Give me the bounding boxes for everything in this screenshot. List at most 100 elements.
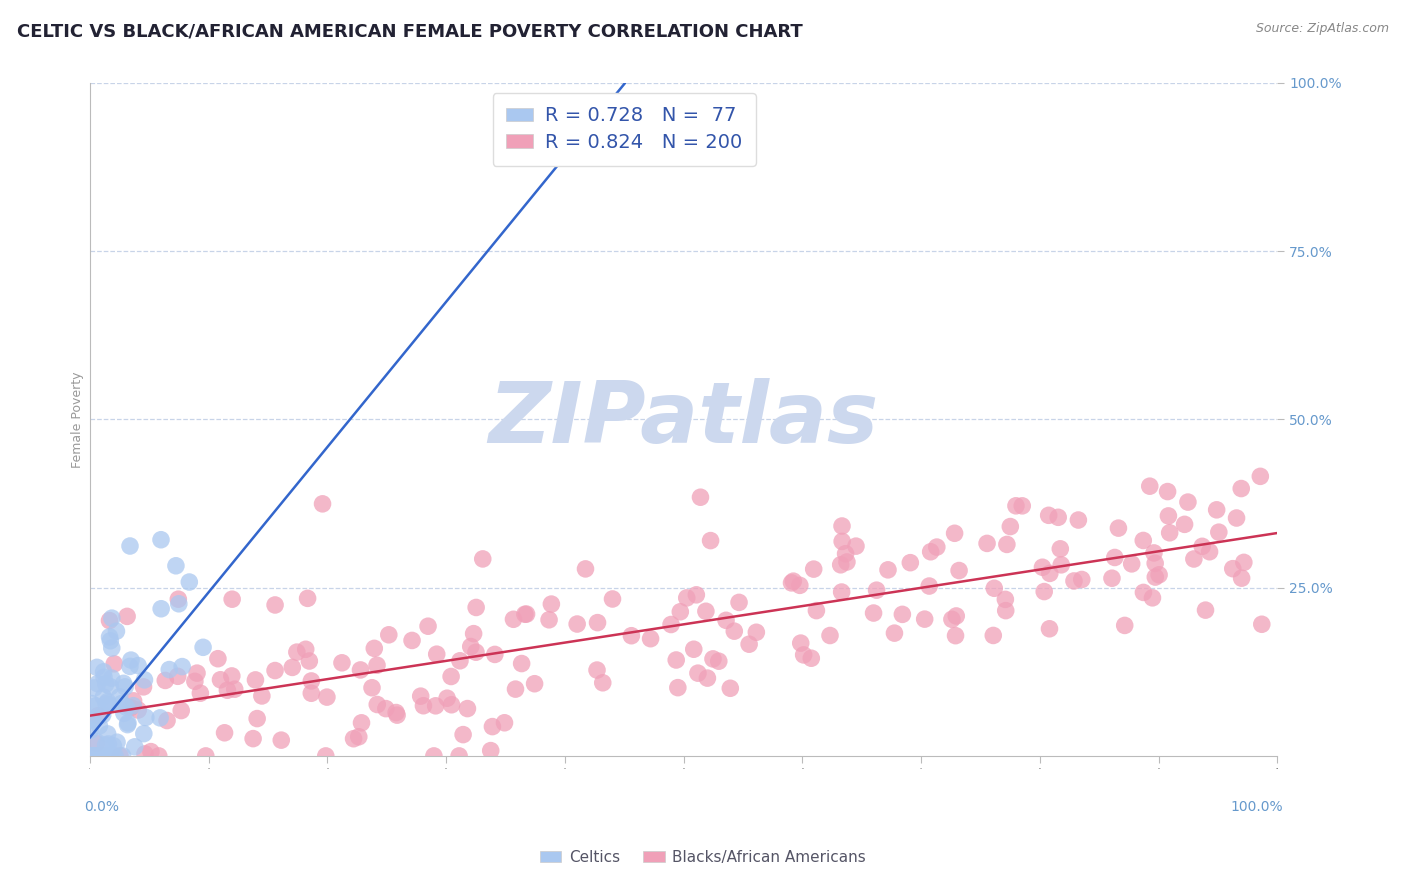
Point xyxy=(270,733,292,747)
Point xyxy=(111,748,134,763)
Point xyxy=(1198,545,1220,559)
Legend: R = 0.728   N =  77, R = 0.824   N = 200: R = 0.728 N = 77, R = 0.824 N = 200 xyxy=(492,93,756,166)
Point xyxy=(780,575,803,590)
Point xyxy=(90,748,112,763)
Text: 0.0%: 0.0% xyxy=(84,799,120,814)
Point xyxy=(110,697,132,711)
Point xyxy=(460,640,482,654)
Point xyxy=(221,669,243,683)
Point xyxy=(108,690,131,704)
Point xyxy=(1067,513,1090,527)
Point xyxy=(264,598,287,612)
Point xyxy=(170,704,193,718)
Point xyxy=(877,563,900,577)
Point xyxy=(471,552,494,566)
Point xyxy=(818,628,841,642)
Point xyxy=(481,720,503,734)
Point xyxy=(995,537,1018,551)
Point xyxy=(101,611,124,625)
Point xyxy=(97,695,120,709)
Point xyxy=(440,669,463,683)
Point xyxy=(401,633,423,648)
Point xyxy=(479,743,502,757)
Point xyxy=(1225,511,1247,525)
Point xyxy=(702,652,724,666)
Text: ZIPatlas: ZIPatlas xyxy=(488,378,879,461)
Point xyxy=(1038,622,1060,636)
Point xyxy=(298,654,321,668)
Point xyxy=(948,564,970,578)
Point xyxy=(728,595,751,609)
Point xyxy=(93,665,115,679)
Point xyxy=(1142,591,1164,605)
Point xyxy=(191,640,214,655)
Point xyxy=(1121,557,1143,571)
Point xyxy=(221,592,243,607)
Point xyxy=(675,591,697,605)
Point xyxy=(124,739,146,754)
Point xyxy=(513,607,536,622)
Point xyxy=(423,748,446,763)
Point xyxy=(449,748,471,763)
Point xyxy=(90,748,112,763)
Point xyxy=(862,606,884,620)
Point xyxy=(1222,562,1244,576)
Point xyxy=(620,629,643,643)
Point xyxy=(1230,482,1253,496)
Point xyxy=(207,651,229,665)
Point xyxy=(714,613,737,627)
Point xyxy=(214,726,236,740)
Point xyxy=(1050,558,1073,572)
Point xyxy=(412,698,434,713)
Point xyxy=(538,613,561,627)
Point xyxy=(790,636,813,650)
Point xyxy=(994,604,1017,618)
Point xyxy=(789,578,811,592)
Point xyxy=(1249,469,1271,483)
Point xyxy=(976,536,998,550)
Point xyxy=(297,591,319,606)
Point xyxy=(91,707,114,722)
Point xyxy=(184,674,207,689)
Point xyxy=(1194,603,1216,617)
Point xyxy=(366,658,388,673)
Point xyxy=(117,715,139,730)
Point xyxy=(115,700,138,714)
Point xyxy=(112,706,135,721)
Point xyxy=(361,681,384,695)
Point xyxy=(831,519,853,533)
Point xyxy=(98,698,121,712)
Point xyxy=(80,713,103,727)
Point xyxy=(723,624,745,639)
Point xyxy=(1033,584,1056,599)
Point xyxy=(127,658,149,673)
Point xyxy=(510,657,533,671)
Point xyxy=(586,615,609,630)
Point xyxy=(941,612,963,626)
Point xyxy=(190,686,212,700)
Point xyxy=(914,612,936,626)
Point xyxy=(925,540,948,554)
Point xyxy=(186,666,208,681)
Point xyxy=(800,651,823,665)
Point xyxy=(86,660,108,674)
Point xyxy=(409,689,432,703)
Point xyxy=(167,592,190,607)
Point xyxy=(98,748,121,763)
Point xyxy=(436,691,458,706)
Point xyxy=(79,723,101,738)
Point xyxy=(806,604,828,618)
Point xyxy=(97,748,120,763)
Point xyxy=(101,671,124,685)
Point xyxy=(342,731,364,746)
Point xyxy=(981,628,1004,642)
Point xyxy=(194,748,217,763)
Point xyxy=(640,632,662,646)
Point xyxy=(1038,508,1060,523)
Point xyxy=(1107,521,1129,535)
Point xyxy=(139,745,162,759)
Point xyxy=(945,609,967,624)
Point xyxy=(465,645,488,659)
Text: Source: ZipAtlas.com: Source: ZipAtlas.com xyxy=(1256,22,1389,36)
Point xyxy=(831,585,853,599)
